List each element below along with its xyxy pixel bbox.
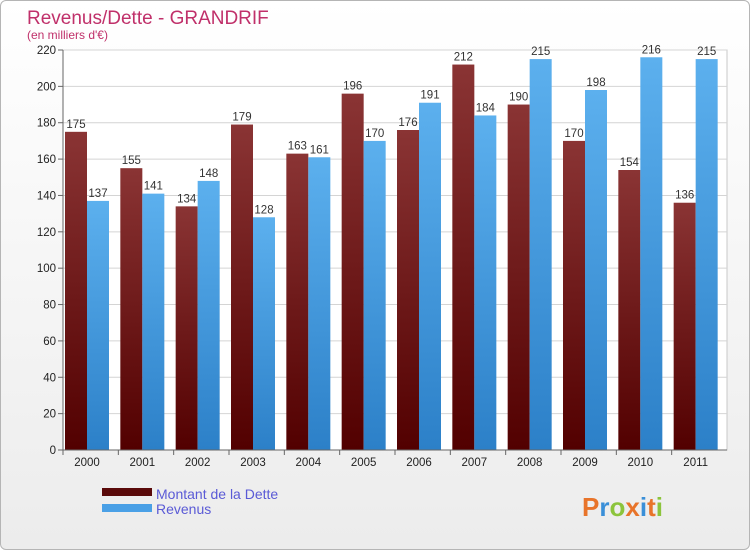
bar-dette bbox=[65, 131, 87, 450]
data-label: 155 bbox=[122, 155, 141, 167]
bar-dette bbox=[175, 206, 198, 450]
y-tick-label: 140 bbox=[37, 190, 56, 202]
bar-revenus bbox=[142, 193, 165, 451]
bar-dette bbox=[120, 168, 143, 450]
x-tick-label: 2009 bbox=[572, 457, 598, 469]
proxiti-logo: Proxiti bbox=[582, 492, 663, 522]
data-label: 179 bbox=[232, 112, 251, 124]
x-tick-label: 2007 bbox=[462, 457, 488, 469]
x-tick-label: 2011 bbox=[683, 457, 708, 469]
x-tick-label: 2008 bbox=[517, 457, 543, 469]
y-tick-label: 200 bbox=[37, 81, 56, 93]
legend-swatch-dette bbox=[102, 488, 152, 496]
x-tick-label: 2010 bbox=[628, 457, 654, 469]
x-tick-label: 2004 bbox=[296, 457, 322, 469]
legend: Montant de la Dette Revenus bbox=[102, 486, 278, 517]
bar-revenus bbox=[419, 102, 441, 451]
bar-dette bbox=[286, 153, 309, 451]
x-axis: 2000 2001 2002 2003 2004 2005 2006 2007 2008 2009… bbox=[62, 449, 727, 469]
y-tick-label: 20 bbox=[43, 409, 56, 421]
y-tick-label: 60 bbox=[43, 336, 56, 348]
legend-swatch-revenus bbox=[102, 504, 152, 512]
y-tick-label: 180 bbox=[37, 118, 56, 130]
y-tick-label: 220 bbox=[37, 45, 56, 57]
data-label: 148 bbox=[199, 168, 218, 180]
bar-dette bbox=[452, 64, 475, 450]
legend-label-revenus: Revenus bbox=[156, 501, 211, 517]
grid-lines bbox=[63, 49, 727, 415]
bar-revenus bbox=[640, 57, 663, 450]
plot-area bbox=[62, 49, 728, 451]
y-tick-label: 0 bbox=[50, 445, 56, 457]
y-tick-label: 120 bbox=[37, 227, 56, 239]
bar-dette bbox=[563, 140, 585, 450]
bar-revenus bbox=[529, 59, 552, 450]
data-label: 154 bbox=[620, 157, 640, 169]
x-tick-label: 2002 bbox=[185, 457, 211, 469]
data-label: 161 bbox=[310, 144, 329, 156]
data-label: 175 bbox=[66, 119, 85, 131]
y-tick-label: 100 bbox=[37, 263, 56, 275]
bar-revenus bbox=[308, 157, 331, 451]
y-tick-label: 160 bbox=[37, 154, 56, 166]
data-label: 170 bbox=[564, 128, 583, 140]
y-tick-label: 80 bbox=[43, 300, 56, 312]
data-label: 176 bbox=[398, 117, 417, 129]
bar-dette bbox=[341, 93, 364, 451]
x-tick-label: 2005 bbox=[351, 457, 377, 469]
data-label: 141 bbox=[144, 181, 163, 193]
bar-dette bbox=[397, 130, 419, 450]
x-tick-label: 2000 bbox=[74, 457, 100, 469]
bar-revenus bbox=[474, 115, 497, 451]
bar-revenus bbox=[585, 90, 607, 450]
bar-dette bbox=[507, 104, 530, 450]
y-tick-label: 40 bbox=[43, 372, 56, 384]
bar-revenus bbox=[363, 140, 386, 450]
legend-label-dette: Montant de la Dette bbox=[156, 486, 278, 502]
data-labels: 175 137 155 141 134 148 179 128 163 161 196 170 176 1… bbox=[66, 44, 716, 216]
bar-revenus bbox=[197, 180, 220, 450]
data-label: 215 bbox=[531, 46, 550, 58]
data-label: 196 bbox=[343, 81, 362, 93]
x-tick-label: 2003 bbox=[240, 457, 266, 469]
bar-revenus bbox=[695, 59, 718, 450]
data-label: 198 bbox=[586, 77, 605, 89]
data-label: 215 bbox=[697, 46, 716, 58]
data-label: 216 bbox=[642, 44, 661, 56]
data-label: 190 bbox=[509, 92, 528, 104]
data-label: 184 bbox=[476, 102, 496, 114]
bar-dette bbox=[618, 170, 641, 450]
data-label: 136 bbox=[675, 190, 694, 202]
x-tick-label: 2001 bbox=[130, 457, 156, 469]
data-label: 212 bbox=[454, 52, 473, 64]
data-label: 137 bbox=[88, 188, 107, 200]
data-label: 170 bbox=[365, 128, 384, 140]
data-label: 128 bbox=[254, 204, 273, 216]
data-label: 163 bbox=[288, 141, 307, 153]
y-axis: 0 20 40 60 80 100 120 140 160 180 200 220 bbox=[37, 45, 64, 457]
bar-revenus bbox=[253, 217, 275, 450]
data-label: 191 bbox=[420, 90, 439, 102]
bar-revenus bbox=[87, 200, 109, 450]
data-label: 134 bbox=[177, 193, 197, 205]
chart-subtitle: (en milliers d'€) bbox=[27, 28, 108, 42]
chart-title: Revenus/Dette - GRANDRIF bbox=[27, 8, 269, 29]
bar-dette bbox=[673, 202, 696, 450]
bars bbox=[65, 57, 718, 451]
x-tick-label: 2006 bbox=[406, 457, 432, 469]
bar-dette bbox=[231, 124, 253, 450]
